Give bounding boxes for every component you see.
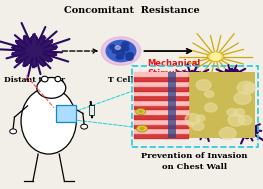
Polygon shape	[235, 122, 258, 139]
FancyBboxPatch shape	[89, 105, 94, 115]
Circle shape	[101, 37, 141, 65]
Circle shape	[239, 115, 252, 125]
Text: T Cell: T Cell	[108, 76, 134, 84]
Polygon shape	[181, 70, 203, 87]
Circle shape	[127, 53, 133, 57]
Circle shape	[106, 40, 136, 62]
Circle shape	[234, 92, 251, 104]
Circle shape	[112, 49, 118, 53]
Text: Distant tumor: Distant tumor	[4, 76, 65, 84]
Circle shape	[243, 83, 255, 92]
Circle shape	[205, 103, 217, 112]
Ellipse shape	[207, 52, 224, 61]
Circle shape	[37, 77, 66, 98]
Bar	[168, 72, 176, 138]
Text: Stimulation: Stimulation	[147, 69, 203, 78]
Circle shape	[210, 53, 221, 60]
Circle shape	[219, 127, 236, 139]
Circle shape	[123, 46, 129, 51]
Circle shape	[237, 81, 255, 94]
Circle shape	[185, 114, 200, 124]
Circle shape	[110, 45, 115, 49]
Polygon shape	[230, 79, 246, 91]
Ellipse shape	[55, 76, 61, 82]
Circle shape	[10, 129, 17, 134]
Circle shape	[188, 122, 194, 126]
Bar	[189, 72, 255, 138]
Polygon shape	[225, 108, 237, 117]
Polygon shape	[194, 121, 216, 138]
Ellipse shape	[138, 110, 143, 113]
Ellipse shape	[42, 76, 48, 82]
FancyBboxPatch shape	[56, 105, 76, 122]
Circle shape	[126, 54, 132, 59]
Circle shape	[228, 114, 245, 126]
Circle shape	[126, 55, 133, 60]
Circle shape	[192, 122, 204, 130]
Polygon shape	[237, 121, 249, 129]
Ellipse shape	[136, 108, 146, 115]
Polygon shape	[12, 33, 58, 68]
Circle shape	[227, 108, 237, 116]
Circle shape	[196, 115, 205, 122]
Circle shape	[234, 109, 245, 116]
Text: on Chest Wall: on Chest Wall	[162, 163, 227, 171]
Circle shape	[196, 80, 211, 90]
Circle shape	[116, 56, 121, 59]
Circle shape	[115, 46, 120, 50]
Ellipse shape	[21, 88, 76, 154]
Circle shape	[119, 55, 123, 59]
Circle shape	[117, 46, 125, 51]
Circle shape	[205, 91, 214, 97]
Circle shape	[126, 53, 132, 57]
Text: Prevention of Invasion: Prevention of Invasion	[141, 152, 248, 160]
Bar	[134, 72, 188, 138]
Text: Mechanical: Mechanical	[147, 59, 200, 68]
Circle shape	[81, 124, 88, 129]
Text: Concomitant  Resistance: Concomitant Resistance	[64, 6, 199, 15]
Circle shape	[122, 42, 129, 46]
Text: DC maturation: DC maturation	[184, 82, 248, 90]
Ellipse shape	[136, 125, 148, 132]
Circle shape	[116, 50, 125, 56]
Bar	[132, 66, 258, 147]
Polygon shape	[222, 68, 242, 83]
Ellipse shape	[139, 127, 145, 130]
